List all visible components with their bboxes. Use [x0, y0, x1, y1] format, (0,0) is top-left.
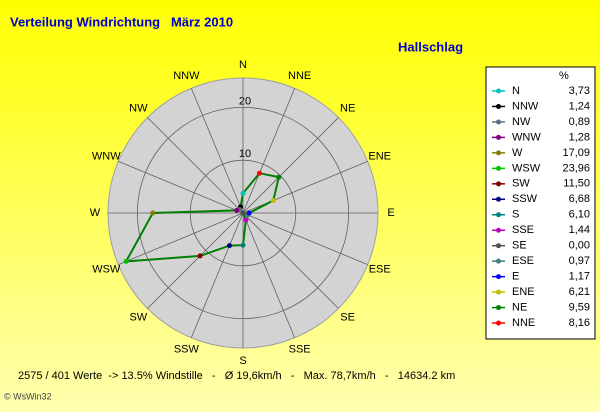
spoke: [118, 212, 244, 266]
legend-label: NW: [512, 116, 531, 128]
direction-label: ENE: [368, 150, 391, 162]
legend-swatch: [496, 227, 501, 233]
legend-label: SE: [512, 240, 527, 252]
spoke: [147, 117, 244, 214]
legend-value: 23,96: [562, 162, 590, 174]
point: [150, 210, 156, 216]
legend-swatch: [496, 119, 501, 125]
point: [227, 243, 233, 249]
direction-label: NNW: [173, 70, 200, 82]
legend-swatch: [496, 274, 501, 280]
footer: 2575 / 401 Werte -> 13.5% Windstille - Ø…: [18, 370, 455, 382]
legend-label: NNE: [512, 317, 535, 329]
legend-swatch: [496, 289, 501, 295]
direction-label: N: [239, 59, 247, 71]
legend-label: SSE: [512, 224, 534, 236]
credit: © WsWin32: [4, 391, 52, 401]
legend-value: 0,89: [569, 116, 590, 128]
spoke: [242, 212, 339, 309]
legend-label: ENE: [512, 286, 535, 298]
r-tick-label: 10: [239, 148, 251, 160]
legend-label: N: [512, 85, 520, 97]
chart-title: Verteilung Windrichtung März 2010: [10, 14, 233, 29]
direction-label: NE: [340, 102, 355, 114]
legend-value: 1,44: [569, 224, 590, 236]
legend-swatch: [496, 134, 501, 140]
legend-label: W: [512, 147, 523, 159]
legend-value: 3,73: [569, 85, 590, 97]
point: [240, 190, 246, 196]
direction-label: ESE: [369, 264, 391, 276]
direction-label: SSE: [289, 344, 311, 356]
legend-box: [485, 66, 596, 340]
direction-label: SSW: [174, 344, 200, 356]
point: [197, 253, 203, 259]
legend-label: S: [512, 209, 519, 221]
direction-label: NNE: [288, 70, 311, 82]
legend-value: 11,50: [563, 178, 590, 190]
spoke: [242, 212, 368, 266]
legend-value: 0,97: [569, 255, 590, 267]
legend-label: SW: [512, 178, 530, 190]
spoke: [242, 88, 296, 214]
legend-value: 1,24: [569, 100, 590, 112]
direction-label: E: [387, 207, 394, 219]
direction-label: W: [90, 207, 101, 219]
point: [246, 210, 252, 216]
spoke: [190, 88, 244, 214]
legend-label: WNW: [512, 131, 541, 143]
r-tick-label: 20: [239, 95, 251, 107]
legend-swatch: [496, 181, 501, 187]
point: [240, 210, 246, 216]
legend-label: SSW: [512, 193, 538, 205]
legend-swatch: [496, 258, 501, 264]
direction-label: WSW: [92, 264, 121, 276]
point: [240, 242, 246, 248]
legend-value: 6,10: [569, 209, 590, 221]
legend-swatch: [496, 243, 501, 249]
legend-value: 0,00: [569, 240, 590, 252]
legend-label: NNW: [512, 100, 539, 112]
legend-value: 1,28: [569, 131, 590, 143]
point: [243, 217, 249, 223]
legend-header: %: [559, 70, 569, 82]
legend-value: 8,16: [569, 317, 590, 329]
legend-swatch: [496, 196, 501, 202]
direction-label: S: [239, 355, 246, 367]
point: [276, 174, 282, 180]
spoke: [242, 117, 339, 214]
legend-value: 17,09: [562, 147, 590, 159]
point: [256, 170, 262, 176]
legend-value: 6,21: [569, 286, 590, 298]
spoke: [242, 212, 296, 338]
chart-subtitle: Hallschlag: [398, 39, 463, 54]
spoke: [118, 160, 244, 214]
spoke: [190, 212, 244, 338]
spoke: [147, 212, 244, 309]
legend-value: 1,17: [569, 271, 590, 283]
legend-label: NE: [512, 301, 527, 313]
legend-swatch: [496, 212, 501, 218]
legend-swatch: [496, 305, 501, 311]
legend-swatch: [496, 103, 501, 109]
legend-swatch: [496, 150, 501, 156]
direction-label: WNW: [92, 150, 121, 162]
legend-swatch: [496, 88, 501, 94]
legend-label: E: [512, 271, 519, 283]
legend-value: 9,59: [569, 301, 590, 313]
point: [123, 258, 129, 264]
direction-label: NW: [129, 102, 148, 114]
legend-swatch: [496, 165, 501, 171]
legend-label: ESE: [512, 255, 534, 267]
direction-label: SE: [340, 312, 355, 324]
legend-value: 6,68: [569, 193, 590, 205]
point: [234, 207, 240, 213]
legend-swatch: [496, 320, 501, 326]
point: [270, 197, 276, 203]
direction-label: SW: [129, 312, 147, 324]
legend-label: WSW: [512, 162, 541, 174]
